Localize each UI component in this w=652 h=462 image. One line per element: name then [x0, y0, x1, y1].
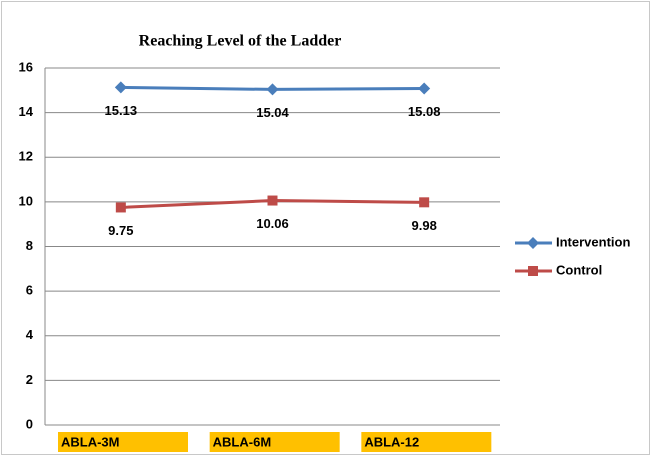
legend-marker [527, 237, 539, 249]
y-tick-label: 16 [19, 59, 33, 74]
data-label: 15.13 [105, 103, 138, 118]
legend-label: Control [556, 262, 602, 277]
data-label: 9.98 [412, 218, 437, 233]
y-tick-label: 2 [26, 372, 33, 387]
marker [418, 82, 431, 95]
data-label: 15.08 [408, 104, 441, 119]
marker [115, 202, 126, 213]
legend-marker [528, 266, 538, 276]
x-tick-label: ABLA-3M [61, 434, 120, 449]
y-tick-label: 10 [19, 193, 33, 208]
data-label: 15.04 [256, 105, 289, 120]
y-tick-label: 8 [26, 238, 33, 253]
chart-title: Reaching Level of the Ladder [139, 33, 342, 50]
y-tick-label: 4 [26, 327, 34, 342]
legend-label: Intervention [556, 234, 630, 249]
y-tick-label: 6 [26, 283, 33, 298]
category-box [209, 432, 340, 452]
marker [266, 83, 279, 96]
x-tick-label: ABLA-6M [213, 434, 272, 449]
y-tick-label: 0 [26, 416, 33, 431]
data-label: 10.06 [256, 216, 289, 231]
y-tick-label: 12 [19, 149, 33, 164]
marker [267, 195, 278, 206]
marker [419, 197, 430, 208]
marker [114, 81, 127, 94]
category-box [58, 432, 188, 452]
chart-border [1, 1, 650, 455]
data-label: 9.75 [108, 223, 133, 238]
x-tick-label: ABLA-12 [364, 434, 419, 449]
y-tick-label: 14 [19, 104, 34, 119]
category-box [361, 432, 492, 452]
